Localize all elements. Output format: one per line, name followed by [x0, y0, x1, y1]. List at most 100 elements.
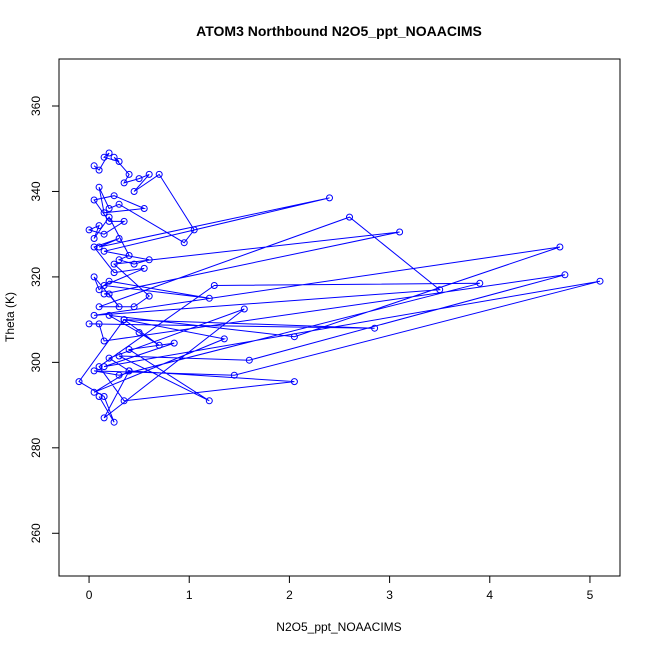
data-point	[95, 166, 103, 174]
data-point	[135, 329, 143, 336]
data-point	[85, 320, 93, 328]
data-point	[85, 226, 93, 234]
data-point	[155, 170, 163, 178]
data-point	[115, 371, 123, 379]
data-point	[115, 158, 123, 165]
data-point	[100, 209, 108, 217]
data-point	[240, 305, 248, 313]
data-point	[100, 290, 108, 298]
x-tick-label: 2	[286, 588, 293, 602]
y-axis-label: Theta (K)	[3, 292, 17, 342]
plot-frame	[58, 58, 621, 577]
data-point	[105, 217, 113, 225]
data-point	[110, 260, 118, 268]
data-point	[120, 316, 128, 324]
data-point	[110, 418, 118, 426]
x-tick-label: 0	[86, 588, 93, 602]
data-point	[95, 243, 103, 251]
data-point	[100, 230, 108, 238]
x-tick-label: 5	[587, 588, 594, 602]
data-point	[556, 243, 564, 251]
data-point	[396, 228, 404, 236]
y-tick-label: 340	[29, 181, 43, 201]
data-point	[155, 341, 163, 349]
data-point	[290, 378, 298, 386]
data-point	[115, 303, 123, 311]
data-point	[105, 205, 113, 212]
data-point	[110, 153, 118, 161]
data-point	[100, 414, 108, 422]
series-line	[78, 152, 601, 423]
y-tick-label: 300	[29, 352, 43, 372]
data-point	[95, 320, 103, 328]
data-point	[346, 213, 353, 221]
y-tick-label: 260	[29, 523, 43, 543]
data-point	[100, 393, 108, 400]
data-point	[95, 183, 103, 191]
data-point	[115, 256, 123, 264]
data-point	[105, 311, 113, 319]
data-point	[120, 217, 128, 225]
data-point	[115, 352, 123, 360]
data-point	[125, 252, 133, 259]
data-point	[90, 311, 98, 319]
data-point	[125, 367, 133, 375]
data-point	[110, 269, 118, 277]
data-point	[105, 354, 113, 362]
data-point	[95, 363, 103, 371]
data-point	[120, 397, 128, 405]
data-point	[100, 247, 108, 255]
data-point	[130, 188, 138, 195]
data-point	[145, 292, 153, 300]
x-tick-label: 1	[186, 588, 193, 602]
y-tick-label: 360	[29, 96, 43, 116]
x-axis: 0 1 2 3 4 5	[86, 575, 594, 602]
data-point	[210, 282, 218, 289]
data-point	[290, 333, 298, 341]
data-point	[205, 294, 213, 302]
data-point	[145, 170, 153, 178]
x-tick-label: 3	[386, 588, 393, 602]
data-point	[90, 162, 98, 170]
data-point	[140, 205, 148, 212]
data-point	[125, 346, 133, 353]
data-point	[190, 226, 198, 234]
data-point	[130, 260, 138, 268]
chart-title: ATOM3 Northbound N2O5_ppt_NOAACIMS	[196, 23, 482, 39]
data-point	[95, 222, 103, 230]
data-point	[95, 393, 103, 400]
data-point	[90, 235, 98, 242]
x-axis-label: N2O5_ppt_NOAACIMS	[276, 620, 401, 634]
data-point	[561, 271, 569, 279]
data-point	[170, 339, 178, 347]
data-point	[90, 243, 98, 251]
data-point	[145, 256, 153, 264]
data-point	[476, 279, 484, 287]
data-point	[105, 277, 113, 285]
data-point	[115, 235, 123, 242]
data-point	[105, 149, 113, 157]
data-point	[436, 286, 444, 294]
data-point	[90, 388, 98, 396]
data-point	[95, 303, 103, 311]
data-point	[140, 264, 148, 272]
data-point	[371, 324, 379, 332]
data-point	[100, 363, 108, 371]
data-point	[90, 367, 98, 375]
data-point	[105, 290, 113, 298]
data-point	[90, 273, 98, 281]
data-point	[75, 378, 83, 386]
data-point	[596, 277, 604, 285]
data-point	[110, 192, 118, 200]
data-point	[125, 170, 133, 178]
data-point	[326, 194, 333, 202]
data-point	[105, 213, 113, 221]
data-point	[115, 200, 123, 208]
data-point	[135, 175, 143, 183]
data-point	[100, 337, 108, 345]
data-point	[230, 371, 238, 379]
data-point	[220, 335, 228, 343]
y-tick-label: 320	[29, 267, 43, 287]
data-point	[180, 239, 188, 247]
